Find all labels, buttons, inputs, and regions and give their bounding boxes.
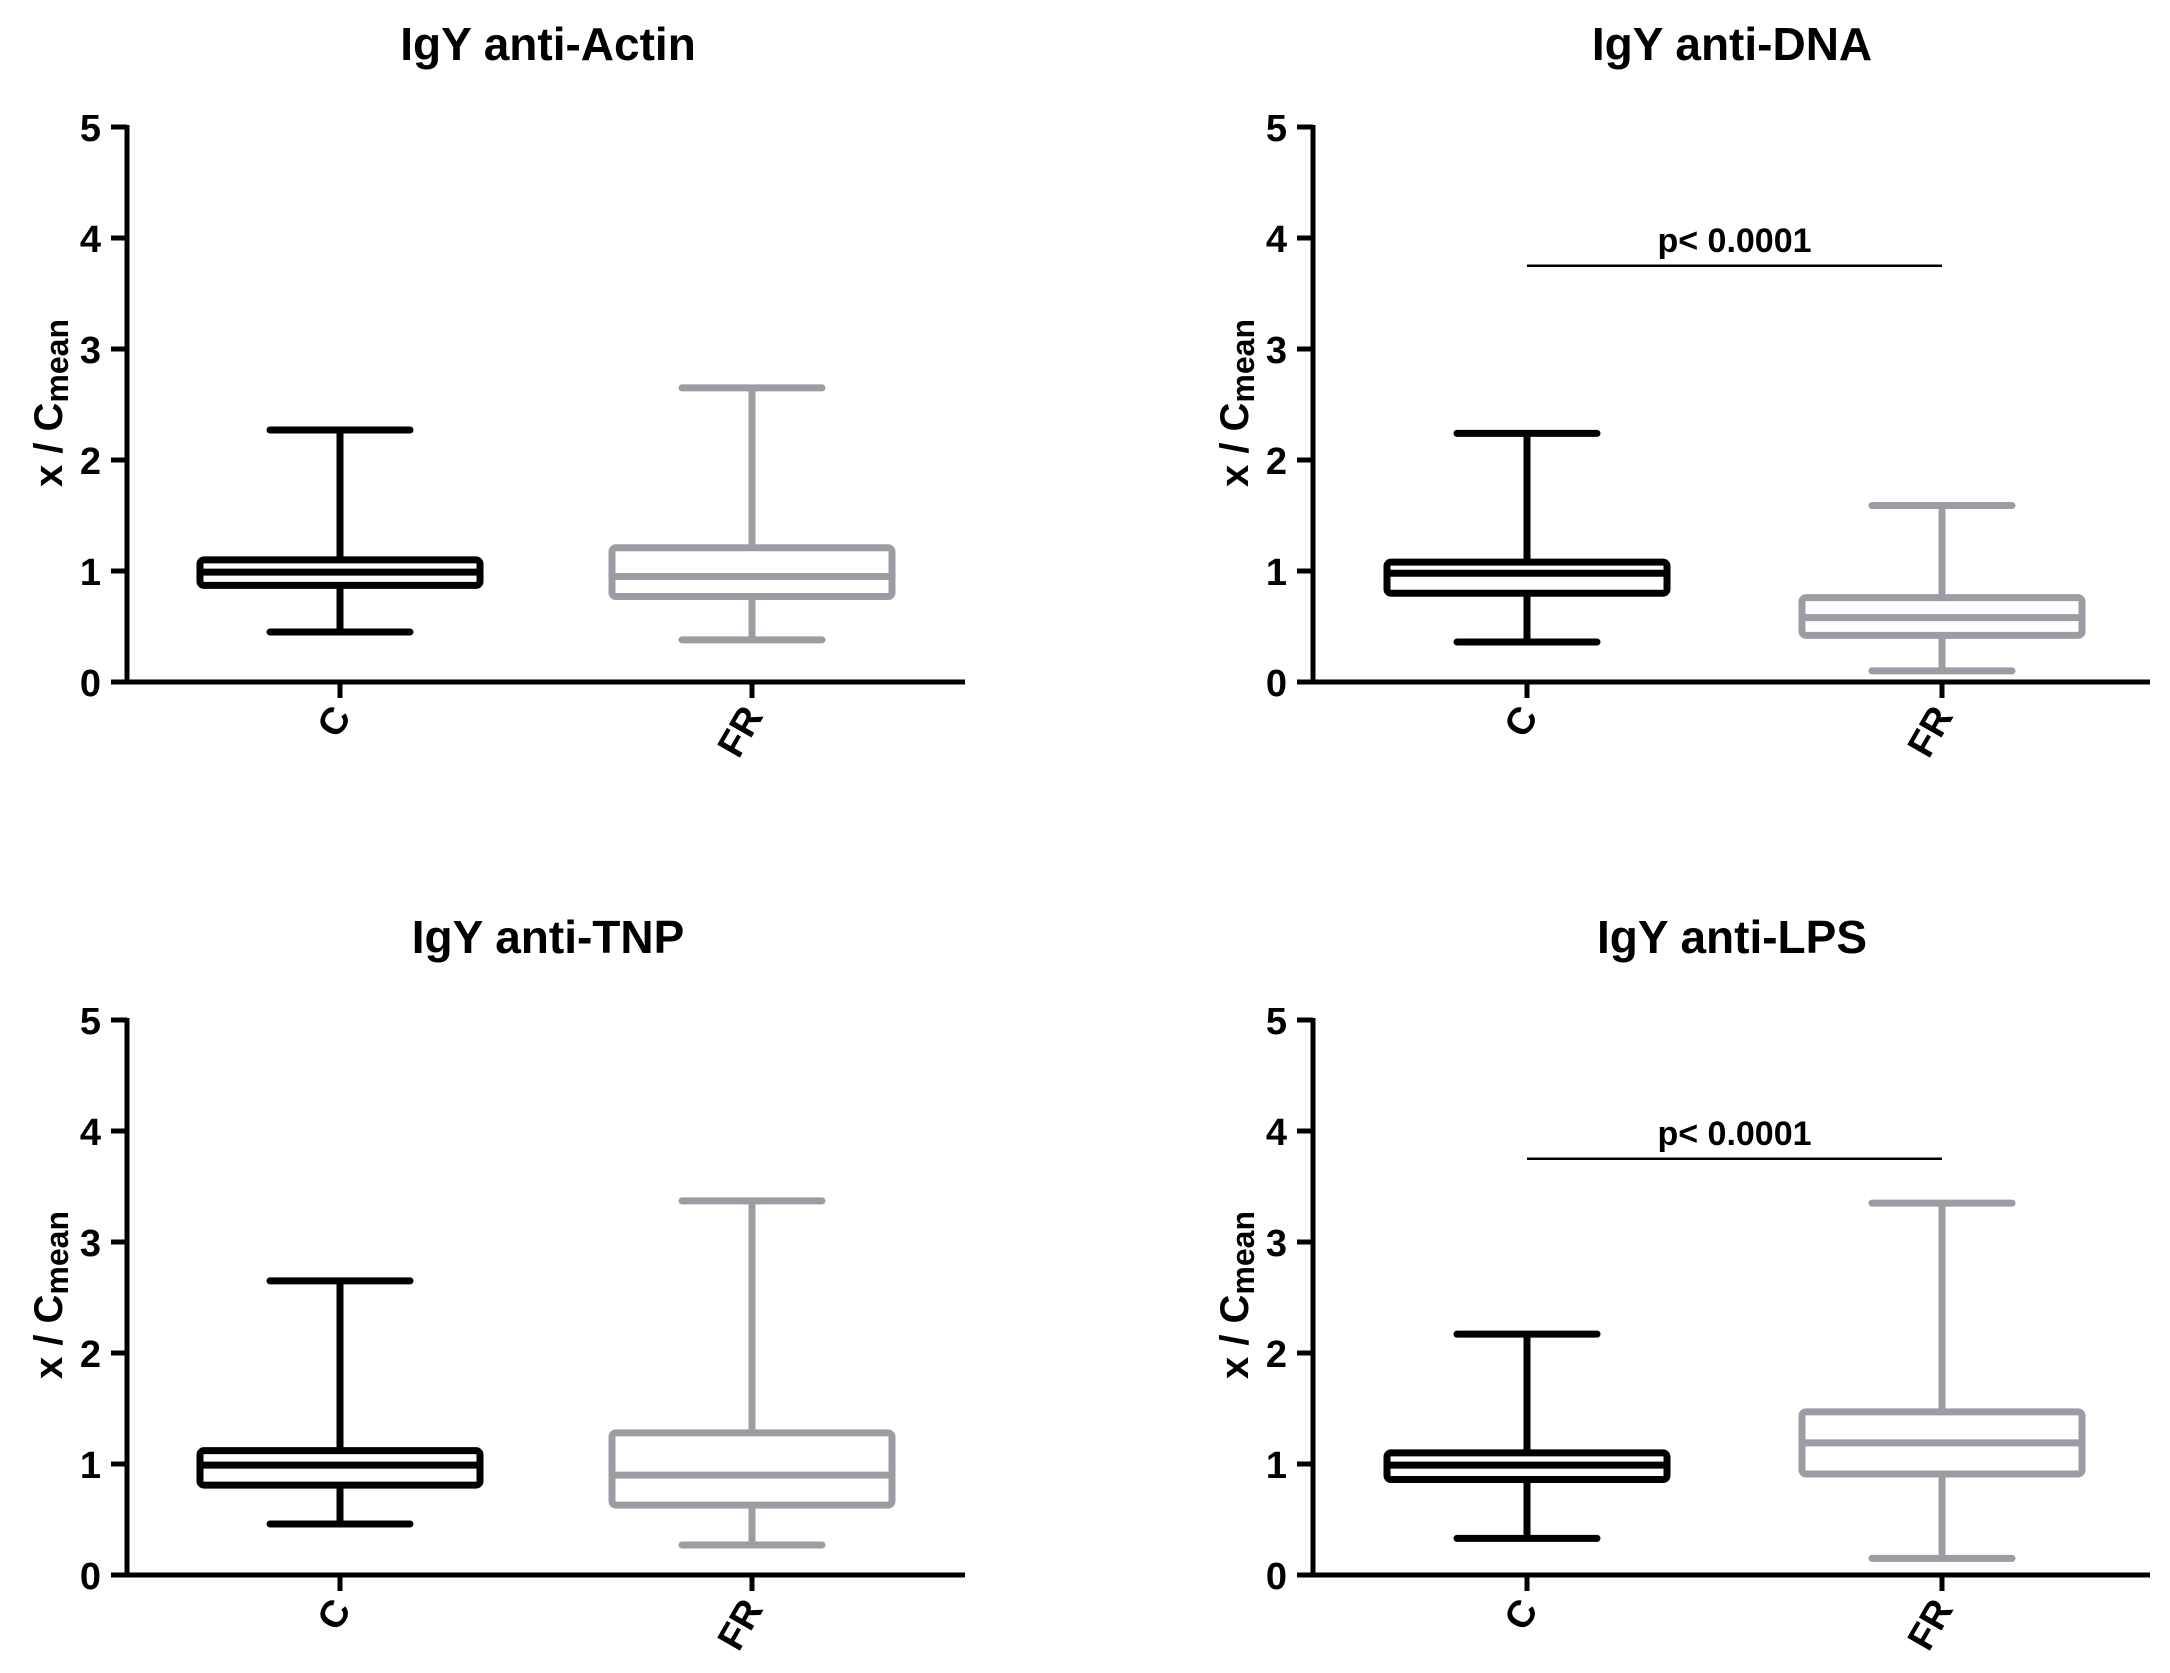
- x-tick-label: C: [1497, 1593, 1547, 1638]
- chart-panel: IgY anti-Actin x / Cmean 0 1 2 3 4 5 C FR: [27, 18, 965, 764]
- chart-panel: IgY anti-LPS x / Cmean 0 1 2 3 4 5 C FR p< 0.0001: [1213, 911, 2150, 1657]
- y-tick-label: 0: [1266, 1556, 1287, 1598]
- y-tick-label: 2: [80, 441, 101, 483]
- box-c: [196, 426, 484, 636]
- y-tick-label: 5: [80, 1001, 101, 1043]
- significance-label: p< 0.0001: [1657, 1115, 1811, 1153]
- y-tick-label: 1: [1266, 1445, 1287, 1487]
- iqr-box: [608, 1429, 896, 1509]
- chart-title: IgY anti-DNA: [1592, 18, 1872, 70]
- y-tick-label: 5: [1266, 108, 1287, 150]
- chart-panel: IgY anti-TNP x / Cmean 0 1 2 3 4 5 C FR: [27, 911, 965, 1657]
- x-tick-label: FR: [1900, 1593, 1962, 1658]
- y-axis-label: x / Cmean: [1213, 319, 1261, 487]
- box-fr: [608, 384, 896, 644]
- x-tick-label: C: [310, 1593, 360, 1638]
- box-fr: [608, 1197, 896, 1549]
- iqr-box: [608, 544, 896, 601]
- y-tick-label: 4: [1266, 1112, 1287, 1154]
- y-tick-label: 2: [1266, 1334, 1287, 1376]
- chart-panel: IgY anti-DNA x / Cmean 0 1 2 3 4 5 C FR p< 0.0001: [1213, 18, 2150, 764]
- box-c: [196, 1277, 484, 1528]
- y-tick-label: 5: [80, 108, 101, 150]
- x-tick-label: C: [310, 700, 360, 745]
- chart-title: IgY anti-Actin: [400, 18, 696, 70]
- y-axis-label: x / Cmean: [1213, 1211, 1261, 1379]
- y-tick-label: 1: [80, 552, 101, 594]
- y-tick-label: 4: [1266, 219, 1287, 261]
- chart-title: IgY anti-LPS: [1597, 911, 1867, 963]
- y-tick-label: 4: [80, 1112, 101, 1154]
- y-tick-label: 1: [1266, 552, 1287, 594]
- y-tick-label: 3: [80, 1223, 101, 1265]
- y-tick-label: 0: [80, 1556, 101, 1598]
- y-tick-label: 5: [1266, 1001, 1287, 1043]
- y-tick-label: 2: [1266, 441, 1287, 483]
- box-c: [1383, 1330, 1671, 1542]
- y-axis-label: x / Cmean: [27, 1211, 75, 1379]
- x-tick-label: C: [1497, 700, 1547, 745]
- box-fr: [1798, 502, 2086, 675]
- iqr-box: [1383, 558, 1671, 597]
- x-tick-label: FR: [1900, 700, 1962, 765]
- y-axis-label: x / Cmean: [27, 319, 75, 487]
- x-tick-label: FR: [710, 1593, 772, 1658]
- y-tick-label: 3: [1266, 1223, 1287, 1265]
- y-tick-label: 4: [80, 219, 101, 261]
- y-tick-label: 1: [80, 1445, 101, 1487]
- y-tick-label: 0: [80, 663, 101, 705]
- x-tick-label: FR: [710, 700, 772, 765]
- y-tick-label: 2: [80, 1334, 101, 1376]
- significance-label: p< 0.0001: [1657, 222, 1811, 260]
- box-fr: [1798, 1199, 2086, 1562]
- box-c: [1383, 429, 1671, 646]
- y-tick-label: 3: [1266, 330, 1287, 372]
- y-tick-label: 0: [1266, 663, 1287, 705]
- y-tick-label: 3: [80, 330, 101, 372]
- chart-title: IgY anti-TNP: [412, 911, 685, 963]
